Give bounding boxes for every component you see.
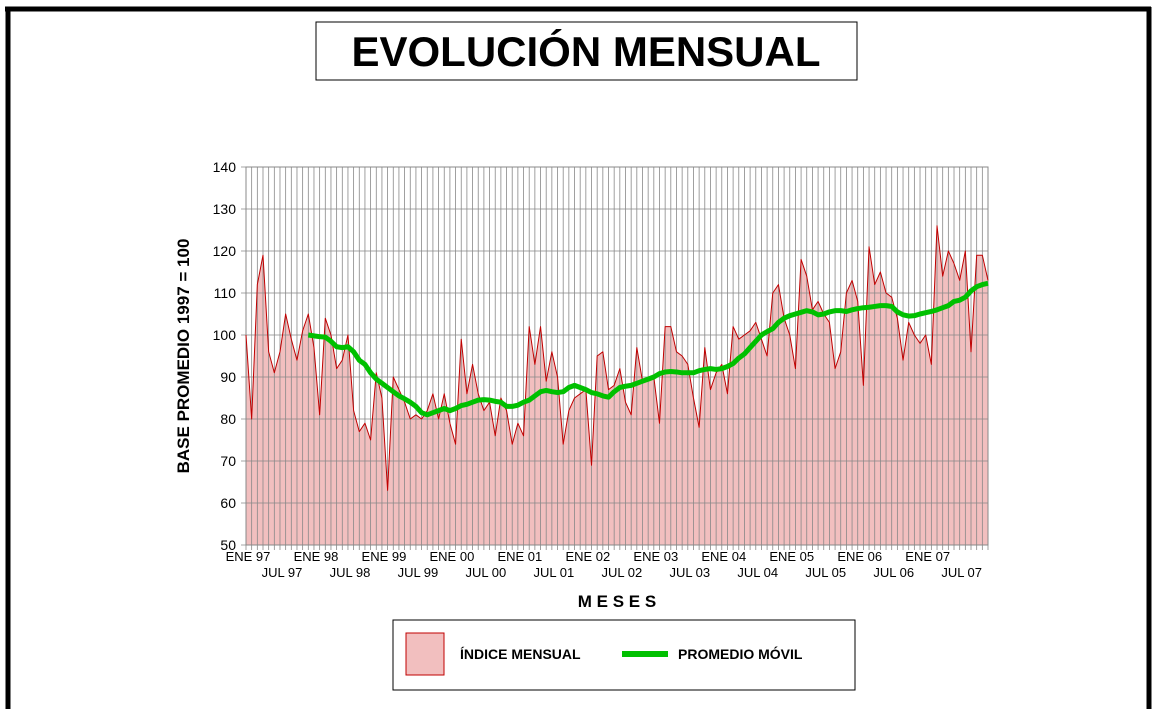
x-tick-label: JUL 07 [941, 565, 982, 580]
moving-average-line [307, 280, 989, 418]
x-tick-label: ENE 98 [294, 549, 339, 564]
x-tick-label: JUL 99 [398, 565, 439, 580]
x-tick-label: ENE 03 [633, 549, 678, 564]
legend-label: ÍNDICE MENSUAL [460, 646, 581, 662]
y-tick-label: 90 [220, 369, 236, 385]
x-tick-label: ENE 97 [226, 549, 271, 564]
y-tick-label: 50 [220, 537, 236, 553]
x-tick-label: ENE 07 [905, 549, 950, 564]
y-axis-title: BASE PROMEDIO 1997 = 100 [174, 239, 193, 474]
x-tick-label: JUL 00 [466, 565, 507, 580]
x-tick-label: ENE 99 [362, 549, 407, 564]
line [245, 225, 989, 491]
y-tick-label: 60 [220, 495, 236, 511]
legend-swatch-area [405, 632, 445, 676]
x-tick-label: JUL 97 [262, 565, 303, 580]
x-tick-label: ENE 02 [565, 549, 610, 564]
y-tick-label: 110 [214, 285, 237, 301]
x-tick-label: JUL 03 [669, 565, 710, 580]
y-tick-label: 80 [220, 411, 236, 427]
x-tick-label: ENE 06 [837, 549, 882, 564]
legend-label: PROMEDIO MÓVIL [678, 645, 803, 662]
y-tick-label: 130 [213, 201, 237, 217]
y-tick-label: 100 [213, 327, 237, 343]
x-tick-label: JUL 02 [601, 565, 642, 580]
x-tick-label: JUL 05 [805, 565, 846, 580]
x-tick-label: JUL 01 [534, 565, 575, 580]
y-tick-label: 140 [213, 159, 237, 175]
x-axis-title: M E S E S [578, 592, 656, 611]
chart-title: EVOLUCIÓN MENSUAL [351, 27, 820, 75]
x-tick-label: ENE 04 [701, 549, 746, 564]
x-tick-label: ENE 00 [430, 549, 475, 564]
area [246, 225, 988, 546]
x-tick-label: ENE 01 [497, 549, 542, 564]
x-tick-label: JUL 04 [737, 565, 778, 580]
x-tick-label: ENE 05 [769, 549, 814, 564]
x-tick-label: JUL 98 [330, 565, 371, 580]
x-tick-label: JUL 06 [873, 565, 914, 580]
y-tick-label: 120 [213, 243, 237, 259]
title-box [315, 21, 858, 81]
plot-border [245, 166, 989, 546]
y-tick-label: 70 [220, 453, 236, 469]
